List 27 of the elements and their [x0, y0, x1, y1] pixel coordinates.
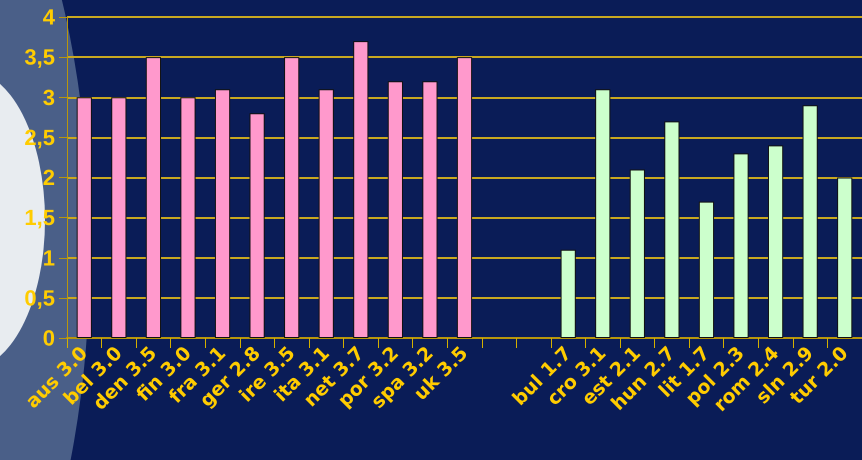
bar [733, 153, 749, 338]
bar [353, 41, 368, 338]
bar [111, 97, 126, 338]
bar [768, 145, 784, 338]
bar [595, 89, 610, 338]
bar [318, 89, 334, 338]
bar [664, 121, 680, 338]
bar [630, 169, 645, 338]
bar [214, 89, 230, 338]
bar [422, 81, 438, 338]
bar [802, 105, 818, 338]
bar [837, 178, 852, 338]
bar [388, 81, 403, 338]
bar [456, 57, 472, 338]
bar [180, 97, 196, 338]
y-tick-label: 3,5 [24, 44, 55, 70]
bar [284, 57, 300, 338]
bar [250, 113, 265, 338]
y-tick-label: 3 [42, 84, 55, 110]
bar [560, 250, 576, 338]
y-tick-label: 4 [42, 4, 56, 30]
y-tick-label: 1 [42, 245, 55, 270]
bar [146, 57, 162, 338]
y-tick-label: 2 [42, 165, 55, 190]
y-tick-label: 0 [42, 326, 55, 350]
bar [76, 97, 92, 338]
bar [698, 202, 714, 338]
